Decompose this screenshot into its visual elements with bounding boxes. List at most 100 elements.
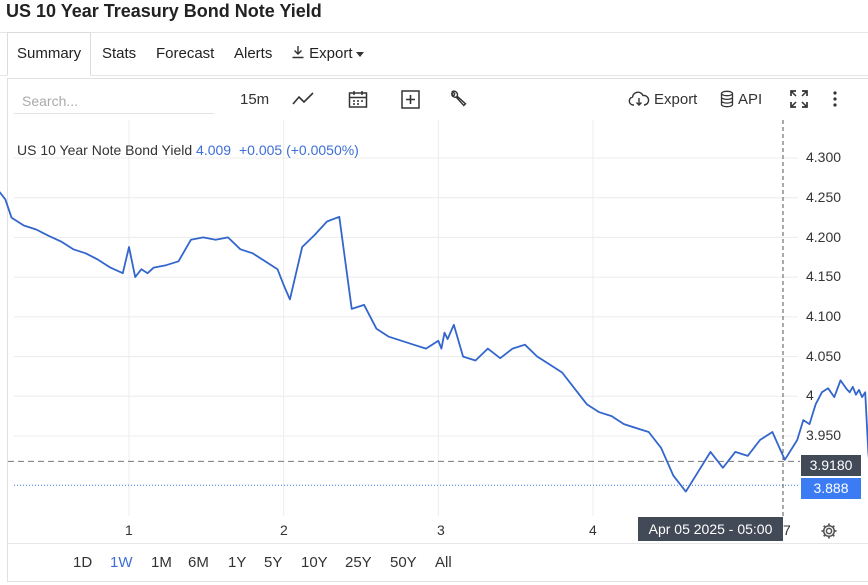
- data-point: [852, 386, 854, 388]
- data-point: [648, 431, 650, 433]
- range-10y[interactable]: 10Y: [301, 554, 328, 571]
- data-point: [351, 308, 353, 310]
- data-point: [802, 419, 804, 421]
- chart-legend: US 10 Year Note Bond Yield 4.009 +0.005 …: [17, 142, 359, 158]
- page-title: US 10 Year Treasury Bond Note Yield: [6, 1, 322, 21]
- data-point: [697, 471, 699, 473]
- data-point: [440, 347, 442, 349]
- chevron-down-icon: [355, 51, 364, 57]
- data-point: [437, 340, 439, 342]
- data-point: [635, 427, 637, 429]
- tab-alerts[interactable]: Alerts: [234, 45, 273, 62]
- data-point: [861, 396, 863, 398]
- range-50y[interactable]: 50Y: [390, 554, 417, 571]
- data-point: [214, 239, 216, 241]
- range-all[interactable]: All: [435, 554, 452, 571]
- data-point: [474, 359, 476, 361]
- data-point: [499, 357, 501, 359]
- data-point: [610, 415, 612, 417]
- data-point: [709, 451, 711, 453]
- download-icon: [292, 46, 304, 59]
- x-tick-label: 7: [783, 522, 791, 538]
- fullscreen-icon[interactable]: [789, 89, 809, 109]
- legend-name: US 10 Year Note Bond Yield: [17, 142, 193, 158]
- data-point: [821, 391, 823, 393]
- database-icon: [720, 90, 734, 108]
- x-tick-label: 3: [437, 522, 445, 538]
- data-point: [122, 272, 124, 274]
- data-point: [431, 344, 433, 346]
- data-point: [425, 347, 427, 349]
- data-point: [536, 355, 538, 357]
- data-point: [23, 224, 25, 226]
- data-point: [375, 328, 377, 330]
- range-25y[interactable]: 25Y: [345, 554, 372, 571]
- data-point: [771, 431, 773, 433]
- y-tick-label: 3.950: [806, 427, 842, 443]
- range-1w[interactable]: 1W: [110, 554, 133, 571]
- range-1y[interactable]: 1Y: [228, 554, 247, 571]
- data-point: [808, 423, 810, 425]
- calendar-icon[interactable]: [348, 89, 368, 109]
- data-point: [511, 347, 513, 349]
- data-point: [443, 332, 445, 334]
- data-point: [833, 396, 835, 398]
- range-5y[interactable]: 5Y: [264, 554, 283, 571]
- data-point: [10, 216, 12, 218]
- data-point: [561, 371, 563, 373]
- data-point: [784, 459, 786, 461]
- data-point: [827, 387, 829, 389]
- wrench-icon[interactable]: [449, 89, 467, 109]
- data-point: [97, 259, 99, 261]
- api-button[interactable]: API: [720, 89, 762, 109]
- data-point: [289, 298, 291, 300]
- range-1m[interactable]: 1M: [151, 554, 172, 571]
- y-tick-label: 4.100: [806, 308, 842, 324]
- data-point: [598, 411, 600, 413]
- interval-selector[interactable]: 15m: [240, 90, 270, 108]
- y-tick-label: 4.150: [806, 268, 842, 284]
- data-point: [855, 394, 857, 396]
- tab-bar: Summary Stats Forecast Alerts Export: [0, 32, 868, 76]
- series-line: [0, 191, 868, 493]
- legend-change-pct: (+0.0050%): [286, 142, 359, 158]
- y-tick-label: 4: [806, 387, 814, 403]
- data-point: [462, 355, 464, 357]
- data-point: [4, 198, 6, 200]
- data-point: [586, 403, 588, 405]
- data-point: [227, 236, 229, 238]
- data-point: [672, 475, 674, 477]
- export-button[interactable]: Export: [628, 89, 697, 109]
- data-point: [140, 268, 142, 270]
- tab-stats[interactable]: Stats: [102, 45, 137, 62]
- series-points: [0, 190, 868, 493]
- y-tick-label: 4.200: [806, 229, 842, 245]
- more-vert-icon[interactable]: [831, 89, 839, 109]
- data-point: [685, 490, 687, 492]
- data-point: [734, 451, 736, 453]
- tab-forecast[interactable]: Forecast: [156, 45, 215, 62]
- data-point: [264, 260, 266, 262]
- data-point: [400, 340, 402, 342]
- data-point: [85, 252, 87, 254]
- data-point: [487, 347, 489, 349]
- range-6m[interactable]: 6M: [188, 554, 209, 571]
- data-point: [177, 260, 179, 262]
- data-point: [338, 216, 340, 218]
- y-tick-label: 4.250: [806, 189, 842, 205]
- tab-export[interactable]: Export: [291, 45, 364, 62]
- data-point: [153, 266, 155, 268]
- data-point: [109, 266, 111, 268]
- data-point: [660, 447, 662, 449]
- crosshair-time-label: Apr 05 2025 - 05:00: [638, 517, 783, 541]
- gear-icon[interactable]: [820, 521, 838, 541]
- tab-summary[interactable]: Summary: [7, 32, 92, 76]
- add-indicator-icon[interactable]: [401, 89, 420, 109]
- data-point: [146, 272, 148, 274]
- data-point: [815, 403, 817, 405]
- range-1d[interactable]: 1D: [73, 554, 93, 571]
- search-input[interactable]: [14, 88, 214, 114]
- data-point: [412, 344, 414, 346]
- line-chart-icon[interactable]: [292, 89, 314, 109]
